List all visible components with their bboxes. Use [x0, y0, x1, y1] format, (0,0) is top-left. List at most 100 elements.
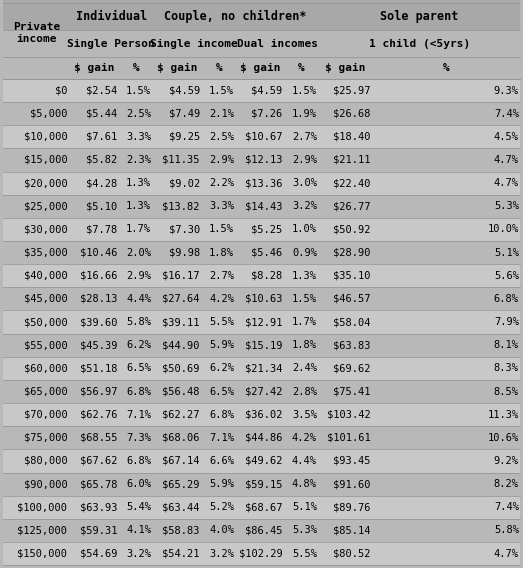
- Text: 4.7%: 4.7%: [494, 155, 519, 165]
- Text: 4.7%: 4.7%: [494, 178, 519, 188]
- Text: $68.55: $68.55: [79, 433, 117, 443]
- Text: 1.5%: 1.5%: [209, 224, 234, 235]
- Text: 6.8%: 6.8%: [126, 386, 151, 396]
- Text: 4.8%: 4.8%: [292, 479, 317, 489]
- Text: 4.0%: 4.0%: [209, 525, 234, 536]
- Text: 2.5%: 2.5%: [126, 108, 151, 119]
- Text: $58.83: $58.83: [162, 525, 200, 536]
- Text: $ gain: $ gain: [240, 63, 280, 73]
- Text: $25,000: $25,000: [24, 201, 67, 211]
- Text: $5.82: $5.82: [86, 155, 117, 165]
- Text: $45.39: $45.39: [79, 340, 117, 350]
- Text: $63.93: $63.93: [79, 502, 117, 512]
- Bar: [3, 519, 520, 542]
- Text: 1.5%: 1.5%: [126, 86, 151, 95]
- Text: $18.40: $18.40: [333, 132, 371, 142]
- Text: 5.8%: 5.8%: [494, 525, 519, 536]
- Text: $10.67: $10.67: [245, 132, 283, 142]
- Text: 3.3%: 3.3%: [209, 201, 234, 211]
- Bar: [3, 241, 520, 264]
- Text: 6.8%: 6.8%: [494, 294, 519, 304]
- Text: Individual: Individual: [76, 10, 147, 23]
- Text: $80.52: $80.52: [333, 549, 371, 558]
- Text: $65.29: $65.29: [162, 479, 200, 489]
- Text: 4.7%: 4.7%: [494, 549, 519, 558]
- Text: 3.2%: 3.2%: [126, 549, 151, 558]
- Text: 1.7%: 1.7%: [292, 317, 317, 327]
- Text: 2.7%: 2.7%: [209, 271, 234, 281]
- Text: $100,000: $100,000: [17, 502, 67, 512]
- Text: $15.19: $15.19: [245, 340, 283, 350]
- Bar: [3, 426, 520, 449]
- Text: %: %: [215, 63, 222, 73]
- Text: $56.97: $56.97: [79, 386, 117, 396]
- Text: $7.61: $7.61: [86, 132, 117, 142]
- Bar: [3, 357, 520, 380]
- Text: $5.46: $5.46: [252, 248, 283, 258]
- Bar: [3, 126, 520, 148]
- Text: 3.2%: 3.2%: [292, 201, 317, 211]
- Text: 5.8%: 5.8%: [126, 317, 151, 327]
- Text: 10.6%: 10.6%: [487, 433, 519, 443]
- Text: 2.9%: 2.9%: [209, 155, 234, 165]
- Text: 4.4%: 4.4%: [126, 294, 151, 304]
- Text: $21.34: $21.34: [245, 364, 283, 373]
- Text: $49.62: $49.62: [245, 456, 283, 466]
- Text: Dual incomes: Dual incomes: [236, 39, 317, 49]
- Text: 2.9%: 2.9%: [126, 271, 151, 281]
- Text: $28.13: $28.13: [79, 294, 117, 304]
- Bar: [3, 102, 520, 126]
- Text: $50.69: $50.69: [162, 364, 200, 373]
- Text: $35.10: $35.10: [333, 271, 371, 281]
- Text: $56.48: $56.48: [162, 386, 200, 396]
- Text: $5.44: $5.44: [86, 108, 117, 119]
- Text: 6.5%: 6.5%: [209, 386, 234, 396]
- Text: 3.3%: 3.3%: [126, 132, 151, 142]
- Text: Sole parent: Sole parent: [380, 10, 459, 23]
- Text: 3.5%: 3.5%: [292, 410, 317, 420]
- Bar: [3, 333, 520, 357]
- Text: $30,000: $30,000: [24, 224, 67, 235]
- Bar: [3, 287, 520, 311]
- Text: $7.78: $7.78: [86, 224, 117, 235]
- Text: 0.9%: 0.9%: [292, 248, 317, 258]
- Text: Single Person: Single Person: [67, 39, 155, 49]
- Text: 1.5%: 1.5%: [292, 86, 317, 95]
- Text: $58.04: $58.04: [333, 317, 371, 327]
- Text: 3.0%: 3.0%: [292, 178, 317, 188]
- Text: 7.1%: 7.1%: [209, 433, 234, 443]
- Text: $45,000: $45,000: [24, 294, 67, 304]
- Text: 1.0%: 1.0%: [292, 224, 317, 235]
- Text: $5,000: $5,000: [30, 108, 67, 119]
- Bar: [3, 0, 520, 30]
- Text: $13.82: $13.82: [162, 201, 200, 211]
- Text: 2.0%: 2.0%: [126, 248, 151, 258]
- Text: $11.35: $11.35: [162, 155, 200, 165]
- Text: 1 child (<5yrs): 1 child (<5yrs): [369, 39, 470, 49]
- Text: $59.15: $59.15: [245, 479, 283, 489]
- Text: $62.27: $62.27: [162, 410, 200, 420]
- Bar: [3, 195, 520, 218]
- Bar: [3, 172, 520, 195]
- Text: 4.4%: 4.4%: [292, 456, 317, 466]
- Text: $22.40: $22.40: [333, 178, 371, 188]
- Text: $150,000: $150,000: [17, 549, 67, 558]
- Text: 1.7%: 1.7%: [126, 224, 151, 235]
- Text: $85.14: $85.14: [333, 525, 371, 536]
- Text: 6.8%: 6.8%: [209, 410, 234, 420]
- Text: $125,000: $125,000: [17, 525, 67, 536]
- Text: Couple, no children*: Couple, no children*: [164, 10, 307, 23]
- Text: $26.68: $26.68: [333, 108, 371, 119]
- Text: $7.30: $7.30: [168, 224, 200, 235]
- Text: 1.3%: 1.3%: [292, 271, 317, 281]
- Text: Private
income: Private income: [13, 22, 60, 44]
- Text: $27.42: $27.42: [245, 386, 283, 396]
- Bar: [3, 403, 520, 426]
- Text: $12.91: $12.91: [245, 317, 283, 327]
- Bar: [3, 380, 520, 403]
- Text: $9.02: $9.02: [168, 178, 200, 188]
- Text: 5.5%: 5.5%: [292, 549, 317, 558]
- Text: $67.62: $67.62: [79, 456, 117, 466]
- Text: 1.9%: 1.9%: [292, 108, 317, 119]
- Text: $7.49: $7.49: [168, 108, 200, 119]
